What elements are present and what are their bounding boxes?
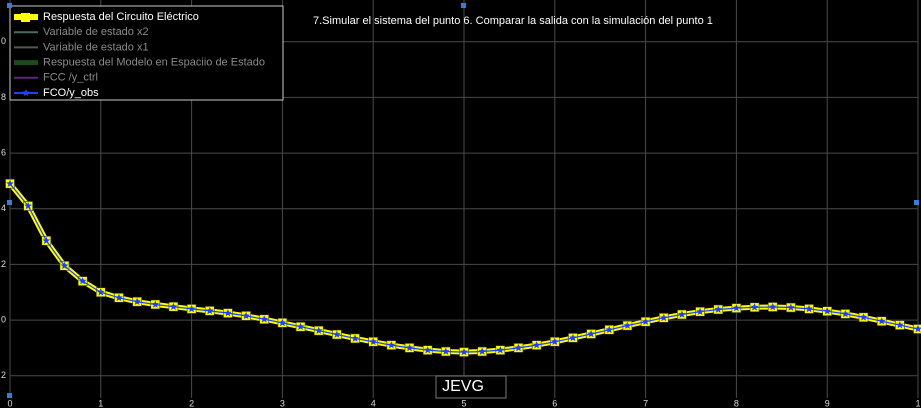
x-tick-label: 4: [371, 398, 376, 408]
x-tick-label: 7: [643, 398, 648, 408]
x-tick-label: 2: [189, 398, 194, 408]
marker: [660, 313, 668, 322]
marker: [260, 315, 268, 323]
marker: [169, 302, 178, 310]
marker: [97, 288, 105, 296]
marker: [859, 313, 868, 321]
marker: [78, 277, 87, 285]
x-tick-label: 0: [7, 398, 12, 408]
legend-label: FCO/y_obs: [43, 87, 99, 99]
y-tick-label: 2: [1, 370, 6, 380]
marker: [896, 321, 904, 329]
marker: [478, 347, 486, 355]
marker: [151, 300, 160, 308]
legend-label: FCC /y_ctrl: [43, 72, 98, 84]
x-tick-label: 1: [915, 398, 920, 408]
x-tick-label: 1: [98, 398, 103, 408]
y-tick-label: 2: [1, 259, 6, 269]
marker: [641, 317, 650, 325]
marker: [423, 346, 432, 354]
marker: [714, 305, 722, 313]
y-tick-label: 6: [1, 147, 6, 157]
marker: [278, 318, 287, 327]
marker: [914, 325, 921, 333]
legend-label: Respuesta del Modelo en Espaciio de Esta…: [43, 57, 265, 69]
marker: [115, 293, 123, 301]
marker: [224, 309, 232, 317]
x-tick-label: 3: [280, 398, 285, 408]
marker: [24, 202, 32, 210]
marker: [333, 330, 341, 338]
legend-box: [9, 5, 284, 101]
marker: [732, 304, 741, 312]
marker: [587, 330, 595, 338]
legend-label: Respuesta del Circuito Eléctrico: [43, 11, 199, 23]
handle: [7, 200, 12, 205]
legend-label: Variable de estado x1: [43, 41, 149, 53]
handle: [7, 3, 12, 8]
marker: [569, 333, 577, 342]
handle: [7, 393, 12, 398]
marker: [187, 304, 196, 313]
x-tick-label: 8: [734, 398, 739, 408]
handle: [914, 200, 919, 205]
legend-label: Variable de estado x2: [43, 26, 149, 38]
marker: [823, 307, 831, 315]
legend-marker: [21, 13, 30, 22]
marker: [696, 307, 704, 315]
marker: [605, 325, 614, 333]
y-tick-label: 0: [1, 314, 6, 324]
legend: Respuesta del Circuito Eléctrico Variable…: [9, 5, 284, 101]
y-tick-label: 8: [1, 92, 6, 102]
marker: [532, 341, 541, 349]
marker: [496, 346, 505, 354]
handle: [461, 3, 466, 8]
marker: [206, 306, 214, 315]
marker: [514, 343, 523, 352]
marker: [678, 310, 686, 318]
marker: [551, 337, 559, 345]
marker: [60, 261, 69, 269]
marker: [841, 309, 850, 318]
chart-title: 7.Simular el sistema del punto 6. Compar…: [313, 15, 713, 27]
marker: [768, 303, 777, 311]
x-tick-label: 5: [461, 398, 466, 408]
marker: [460, 348, 468, 356]
marker: [351, 334, 359, 342]
marker: [133, 297, 141, 305]
legend-marker: [22, 89, 30, 97]
y-tick-label: 4: [1, 203, 6, 213]
marker: [787, 303, 795, 311]
marker: [314, 326, 323, 334]
y-tick-label: 0: [1, 36, 6, 46]
plot: [5, 178, 921, 357]
marker: [405, 343, 414, 352]
marker: [877, 317, 886, 325]
marker: [442, 347, 450, 355]
x-tick-label: 6: [552, 398, 557, 408]
marker: [296, 322, 305, 330]
marker: [369, 337, 377, 345]
x-tick-label: 9: [825, 398, 830, 408]
marker: [623, 321, 632, 329]
marker: [387, 341, 396, 349]
marker: [6, 179, 14, 187]
marker: [750, 303, 759, 311]
marker: [242, 311, 250, 320]
marker: [805, 304, 813, 313]
marker: [42, 236, 51, 244]
annotation: JEVG: [442, 378, 484, 395]
annotation-box: [435, 375, 507, 399]
